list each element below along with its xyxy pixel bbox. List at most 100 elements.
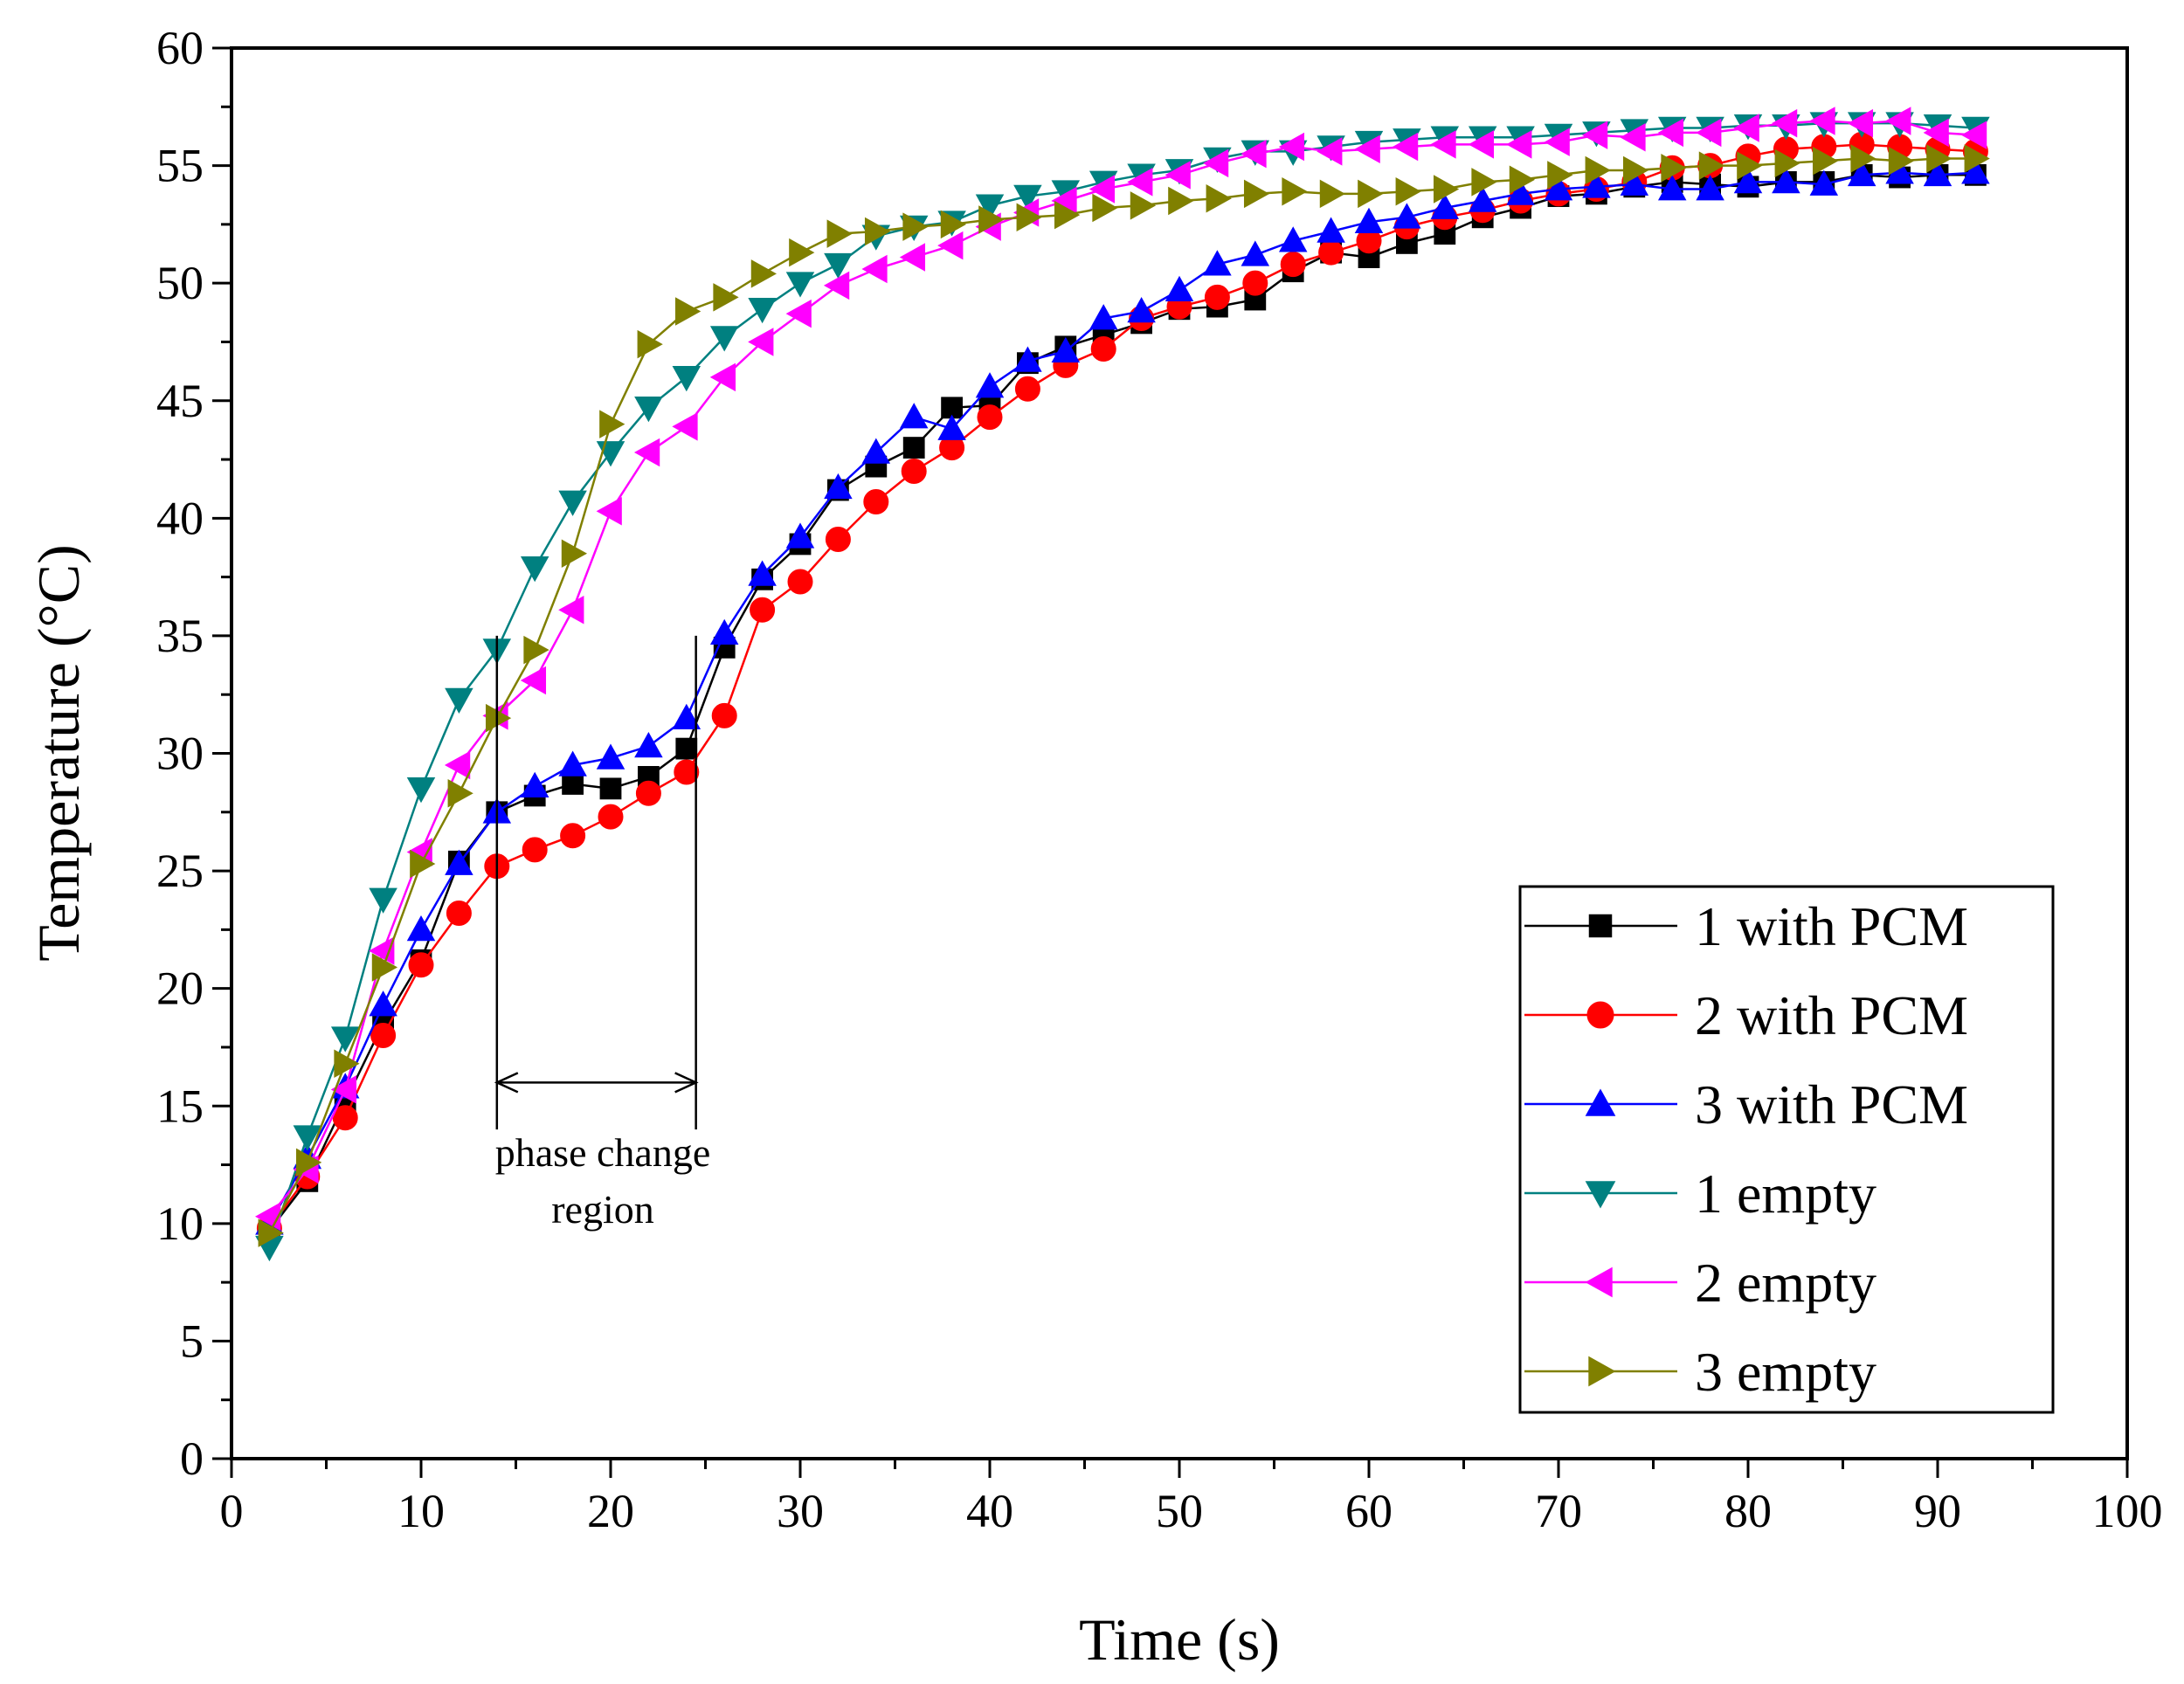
data-point [825,527,851,553]
data-point [408,952,434,978]
data-point [330,1026,360,1052]
data-point [750,259,778,288]
data-point [1243,179,1270,209]
data-point [789,238,815,267]
data-point [637,329,663,359]
data-point [1772,167,1800,194]
data-point [1506,130,1532,159]
x-tick-label: 10 [397,1485,445,1537]
data-point [598,804,624,830]
legend-entry-1: 1 with PCM [1524,895,1968,957]
ticks-layer: 0 10 20 30 40 50 60 70 80 90 100 0 5 10 15 20 25 30 35 40 45… [156,22,2163,1537]
data-point [1319,179,1346,209]
data-point [1737,151,1763,180]
data-point [1620,169,1649,196]
data-point [295,1148,322,1177]
data-point [1358,179,1384,209]
data-point [1354,135,1380,163]
data-point [675,737,698,760]
data-point [522,837,548,863]
data-point [711,702,737,728]
data-point [709,326,739,352]
data-point [1509,165,1536,194]
data-point [1165,275,1194,302]
data-point [599,777,622,800]
data-point [1696,118,1722,148]
legend-entry-6: 3 empty [1524,1341,1876,1403]
data-point [1013,346,1042,372]
legend-label: 2 empty [1695,1252,1876,1314]
data-point [785,272,815,298]
data-point [634,731,663,758]
data-point [861,438,891,464]
data-point [1054,200,1081,230]
data-point [1622,155,1649,185]
data-point [1395,176,1421,206]
data-point [1089,304,1118,330]
data-point [1771,108,1798,138]
y-tick-label: 5 [180,1315,204,1367]
data-point [561,539,588,568]
y-tick-label: 55 [156,140,204,192]
legend-box [1518,885,2055,1414]
data-point [523,635,549,665]
data-point [558,750,587,776]
data-point [558,490,587,516]
data-point [1582,172,1611,198]
data-point [1698,151,1725,180]
y-tick-label: 60 [156,22,204,74]
data-point [1278,132,1305,162]
series-6 [258,144,1990,1247]
data-point [940,210,967,239]
data-point [1165,161,1191,190]
data-point [1130,191,1157,220]
data-point [975,372,1005,398]
data-point [1960,121,1987,149]
data-point [1809,107,1835,135]
data-point [1392,132,1419,162]
data-point [596,497,622,526]
x-tick-label: 100 [2092,1485,2163,1537]
data-point [674,759,700,785]
x-tick-label: 40 [966,1485,1013,1537]
data-point [1204,284,1230,310]
data-point [445,849,473,875]
data-point [1847,108,1874,138]
y-tick-label: 15 [156,1080,204,1132]
y-tick-label: 0 [180,1432,204,1485]
data-point [863,488,889,514]
data-point [748,297,777,324]
data-point [1733,114,1759,142]
data-point [1850,144,1876,173]
data-point [1202,148,1229,178]
data-point [1661,154,1687,183]
data-point [1393,203,1421,229]
legend-label: 3 with PCM [1695,1073,1968,1135]
data-point [406,777,436,804]
data-point [902,212,929,241]
data-point [709,618,739,645]
series-line [268,157,1976,1234]
series-line [268,174,1976,1232]
data-point [902,437,925,459]
data-point [1657,118,1684,148]
data-point [1888,146,1915,176]
legend-label: 1 empty [1695,1163,1876,1225]
series-line [268,121,1976,1248]
legend-marker [1588,1356,1616,1387]
data-point [520,556,549,583]
data-point [406,914,436,942]
data-point [1847,160,1876,187]
data-point [672,412,698,441]
data-point [633,438,660,467]
data-point [1547,161,1573,190]
data-point [1468,186,1497,212]
y-tick-label: 35 [156,610,204,662]
data-point [750,597,776,623]
data-point [1168,186,1194,216]
data-point [635,780,661,806]
data-point [447,779,473,808]
data-point [937,414,966,440]
data-point [1206,184,1232,213]
